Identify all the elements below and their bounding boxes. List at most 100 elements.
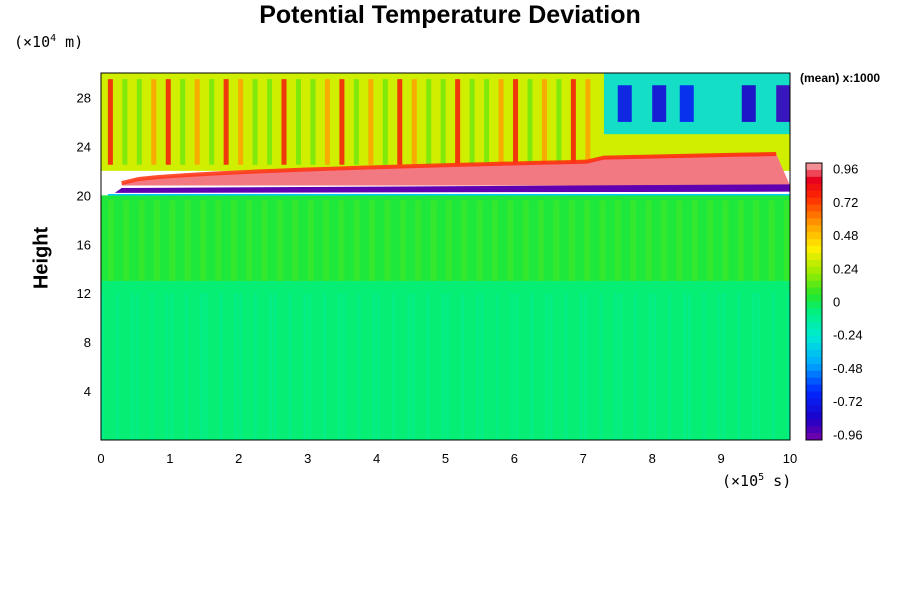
- colorbar-swatch: [806, 197, 822, 206]
- colorbar-swatch: [806, 280, 822, 289]
- colorbar-swatch: [806, 163, 822, 171]
- heatmap-streak: [538, 200, 545, 281]
- colorbar-swatch: [806, 398, 822, 406]
- heatmap-streak: [338, 200, 345, 281]
- x-tick-label: 10: [783, 451, 797, 466]
- heatmap-streak: [288, 293, 292, 440]
- heatmap-streak: [579, 293, 583, 440]
- plot-frame: [100, 72, 791, 441]
- heatmap-streak: [324, 79, 330, 165]
- heatmap-streak: [661, 200, 668, 281]
- heatmap-streak: [599, 200, 606, 281]
- warm-band-edge: [121, 152, 777, 186]
- colorbar-swatch: [806, 225, 822, 233]
- heatmap-streak: [219, 293, 223, 440]
- heatmap-streak: [281, 79, 287, 165]
- colorbar-swatch: [806, 183, 822, 192]
- colorbar-swatch: [806, 239, 822, 247]
- heatmap-streak: [426, 293, 430, 440]
- heatmap-streak: [648, 293, 652, 440]
- heatmap-streak: [495, 293, 499, 440]
- heatmap-streak: [238, 79, 244, 165]
- heatmap-streak: [180, 79, 186, 165]
- x-tick-label: 3: [304, 451, 311, 466]
- heatmap-blob: [679, 85, 694, 122]
- heatmap-streak: [676, 200, 683, 281]
- x-tick-label: 8: [649, 451, 656, 466]
- heatmap-streak: [707, 200, 714, 281]
- heatmap-streak: [568, 200, 575, 281]
- heatmap-streak: [169, 200, 176, 281]
- colorbar-swatch: [806, 356, 822, 365]
- x-axis-unit: (×105 s): [722, 472, 792, 490]
- heatmap-streak: [122, 79, 128, 165]
- heatmap-streak: [184, 200, 191, 281]
- heatmap-streak: [397, 79, 403, 165]
- heatmap-streak: [246, 200, 253, 281]
- heatmap-blob: [617, 85, 632, 122]
- heatmap-streak: [484, 79, 490, 165]
- heatmap-streak: [599, 293, 603, 440]
- y-tick-label: 20: [77, 188, 91, 203]
- x-tick-label: 5: [442, 451, 449, 466]
- heatmap-streak: [469, 79, 475, 165]
- colorbar-swatch: [806, 253, 822, 261]
- heatmap-streak: [369, 200, 376, 281]
- y-tick-label: 16: [77, 237, 91, 252]
- heatmap-streak: [455, 79, 461, 165]
- heatmap-streak: [737, 293, 741, 440]
- colorbar-swatch: [806, 273, 822, 282]
- colorbar-swatch: [806, 301, 822, 309]
- colorbar-tick-label: -0.96: [833, 427, 863, 442]
- heatmap-streak: [584, 200, 591, 281]
- heatmap-streak: [295, 79, 301, 165]
- heatmap-region-middle: [101, 195, 790, 281]
- colorbar-tick-label: 0.72: [833, 195, 858, 210]
- heatmap-streak: [223, 79, 229, 165]
- colorbar-swatch: [806, 294, 822, 302]
- heatmap-streak: [549, 293, 553, 440]
- colorbar-tick-label: 0: [833, 295, 840, 310]
- colorbar-swatch: [806, 433, 822, 441]
- heatmap-streak: [440, 79, 446, 165]
- x-tick-label: 2: [235, 451, 242, 466]
- heatmap-streak: [353, 200, 360, 281]
- heatmap-streak: [204, 293, 208, 440]
- heatmap-streak: [411, 79, 417, 165]
- heatmap-streak: [461, 200, 468, 281]
- colorbar-swatch: [806, 329, 822, 337]
- heatmap-streak: [683, 293, 687, 440]
- heatmap-streak: [614, 200, 621, 281]
- colorbar-swatch: [806, 384, 822, 393]
- heatmap-streak: [461, 293, 465, 440]
- heatmap-streak: [545, 293, 549, 440]
- heatmap-streak: [322, 200, 329, 281]
- colorbar-swatch: [806, 426, 822, 434]
- heatmap-streak: [273, 293, 277, 440]
- heatmap-streak: [308, 293, 312, 440]
- colorbar-swatch: [806, 266, 822, 275]
- heatmap-region-cold: [603, 73, 790, 135]
- heatmap-streak: [756, 293, 760, 440]
- heatmap-streak: [357, 293, 361, 440]
- colorbar-tick-label: 0.24: [833, 261, 858, 276]
- heatmap-streak: [200, 200, 207, 281]
- heatmap-streak: [415, 200, 422, 281]
- heatmap-streak: [556, 79, 562, 165]
- heatmap-streak: [768, 200, 775, 281]
- x-tick-label: 4: [373, 451, 380, 466]
- y-tick-label: 12: [77, 286, 91, 301]
- heatmap-streak: [107, 200, 114, 281]
- heatmap-streak: [377, 293, 381, 440]
- heatmap-streak: [372, 293, 376, 440]
- colorbar-tick-label: -0.48: [833, 361, 863, 376]
- colorbar-tick-label: 0.48: [833, 228, 858, 243]
- heatmap-streak: [276, 200, 283, 281]
- colorbar-swatch: [806, 315, 822, 323]
- heatmap-streak: [307, 200, 314, 281]
- heatmap-streak: [430, 200, 437, 281]
- colorbar-swatch: [806, 419, 822, 427]
- heatmap-blob: [741, 85, 756, 122]
- heatmap-streak: [268, 293, 272, 440]
- heatmap-streak: [234, 293, 238, 440]
